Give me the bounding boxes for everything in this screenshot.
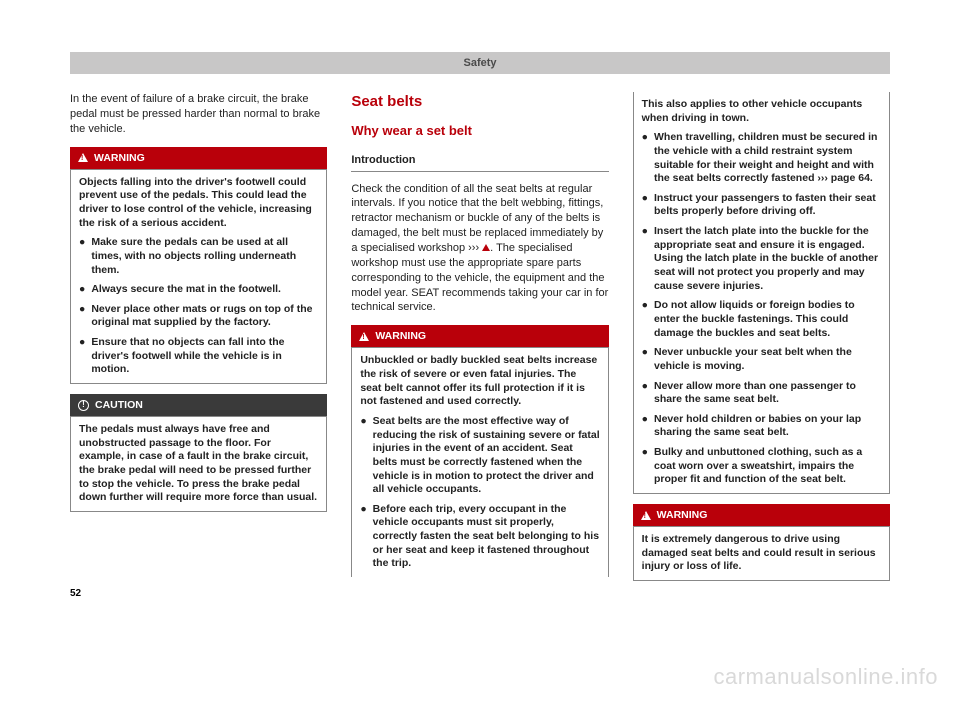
- warning-triangle-icon: [482, 244, 490, 251]
- caution-box: The pedals must always have free and uno…: [70, 416, 327, 512]
- watermark: carmanualsonline.info: [713, 664, 938, 690]
- page-number: 52: [70, 588, 81, 599]
- warning-box: Objects falling into the driver's footwe…: [70, 169, 327, 384]
- warning-box: Unbuckled or badly buckled seat belts in…: [351, 347, 608, 577]
- intro-paragraph: Check the condition of all the seat belt…: [351, 182, 608, 316]
- warning-cont: This also applies to other vehicle occup…: [642, 98, 881, 125]
- warning-heading: WARNING: [633, 504, 890, 526]
- warning-box: It is extremely dangerous to drive using…: [633, 526, 890, 581]
- warning-icon: [359, 332, 369, 341]
- warning-label: WARNING: [375, 329, 426, 343]
- heading-seat-belts: Seat belts: [351, 92, 608, 112]
- column-3: This also applies to other vehicle occup…: [633, 92, 890, 591]
- column-1: In the event of failure of a brake circu…: [70, 92, 327, 591]
- warning-text: It is extremely dangerous to drive using…: [642, 533, 881, 574]
- warning-item: ●Never unbuckle your seat belt when the …: [642, 346, 881, 373]
- heading-introduction: Introduction: [351, 150, 608, 172]
- warning-item: ●When travelling, children must be secur…: [642, 131, 881, 186]
- section-header: Safety: [70, 52, 890, 74]
- warning-item: ●Never place other mats or rugs on top o…: [79, 303, 318, 330]
- intro-text: In the event of failure of a brake circu…: [70, 92, 327, 137]
- warning-icon: [78, 153, 88, 162]
- column-2: Seat belts Why wear a set belt Introduct…: [351, 92, 608, 591]
- warning-item: ●Make sure the pedals can be used at all…: [79, 236, 318, 277]
- warning-item: ●Never hold children or babies on your l…: [642, 413, 881, 440]
- warning-label: WARNING: [657, 508, 708, 522]
- warning-item: ●Never allow more than one passenger to …: [642, 380, 881, 407]
- heading-why-wear: Why wear a set belt: [351, 122, 608, 140]
- warning-box-continued: This also applies to other vehicle occup…: [633, 92, 890, 494]
- warning-heading: WARNING: [70, 147, 327, 169]
- content-columns: In the event of failure of a brake circu…: [70, 92, 890, 591]
- caution-heading: ! CAUTION: [70, 394, 327, 416]
- warning-item: ●Always secure the mat in the footwell.: [79, 283, 318, 297]
- warning-item: ●Instruct your passengers to fasten thei…: [642, 192, 881, 219]
- warning-item: ●Before each trip, every occupant in the…: [360, 503, 599, 571]
- warning-para: Unbuckled or badly buckled seat belts in…: [360, 354, 599, 409]
- warning-item: ●Do not allow liquids or foreign bodies …: [642, 299, 881, 340]
- warning-item: ●Insert the latch plate into the buckle …: [642, 225, 881, 293]
- warning-heading: WARNING: [351, 325, 608, 347]
- manual-page: Safety In the event of failure of a brak…: [0, 0, 960, 621]
- warning-label: WARNING: [94, 151, 145, 165]
- caution-label: CAUTION: [95, 398, 143, 412]
- caution-text: The pedals must always have free and uno…: [79, 423, 318, 505]
- warning-item: ●Bulky and unbuttoned clothing, such as …: [642, 446, 881, 487]
- warning-icon: [641, 511, 651, 520]
- caution-icon: !: [78, 400, 89, 411]
- warning-para: Objects falling into the driver's footwe…: [79, 176, 318, 231]
- warning-item: ●Ensure that no objects can fall into th…: [79, 336, 318, 377]
- warning-item: ●Seat belts are the most effective way o…: [360, 415, 599, 497]
